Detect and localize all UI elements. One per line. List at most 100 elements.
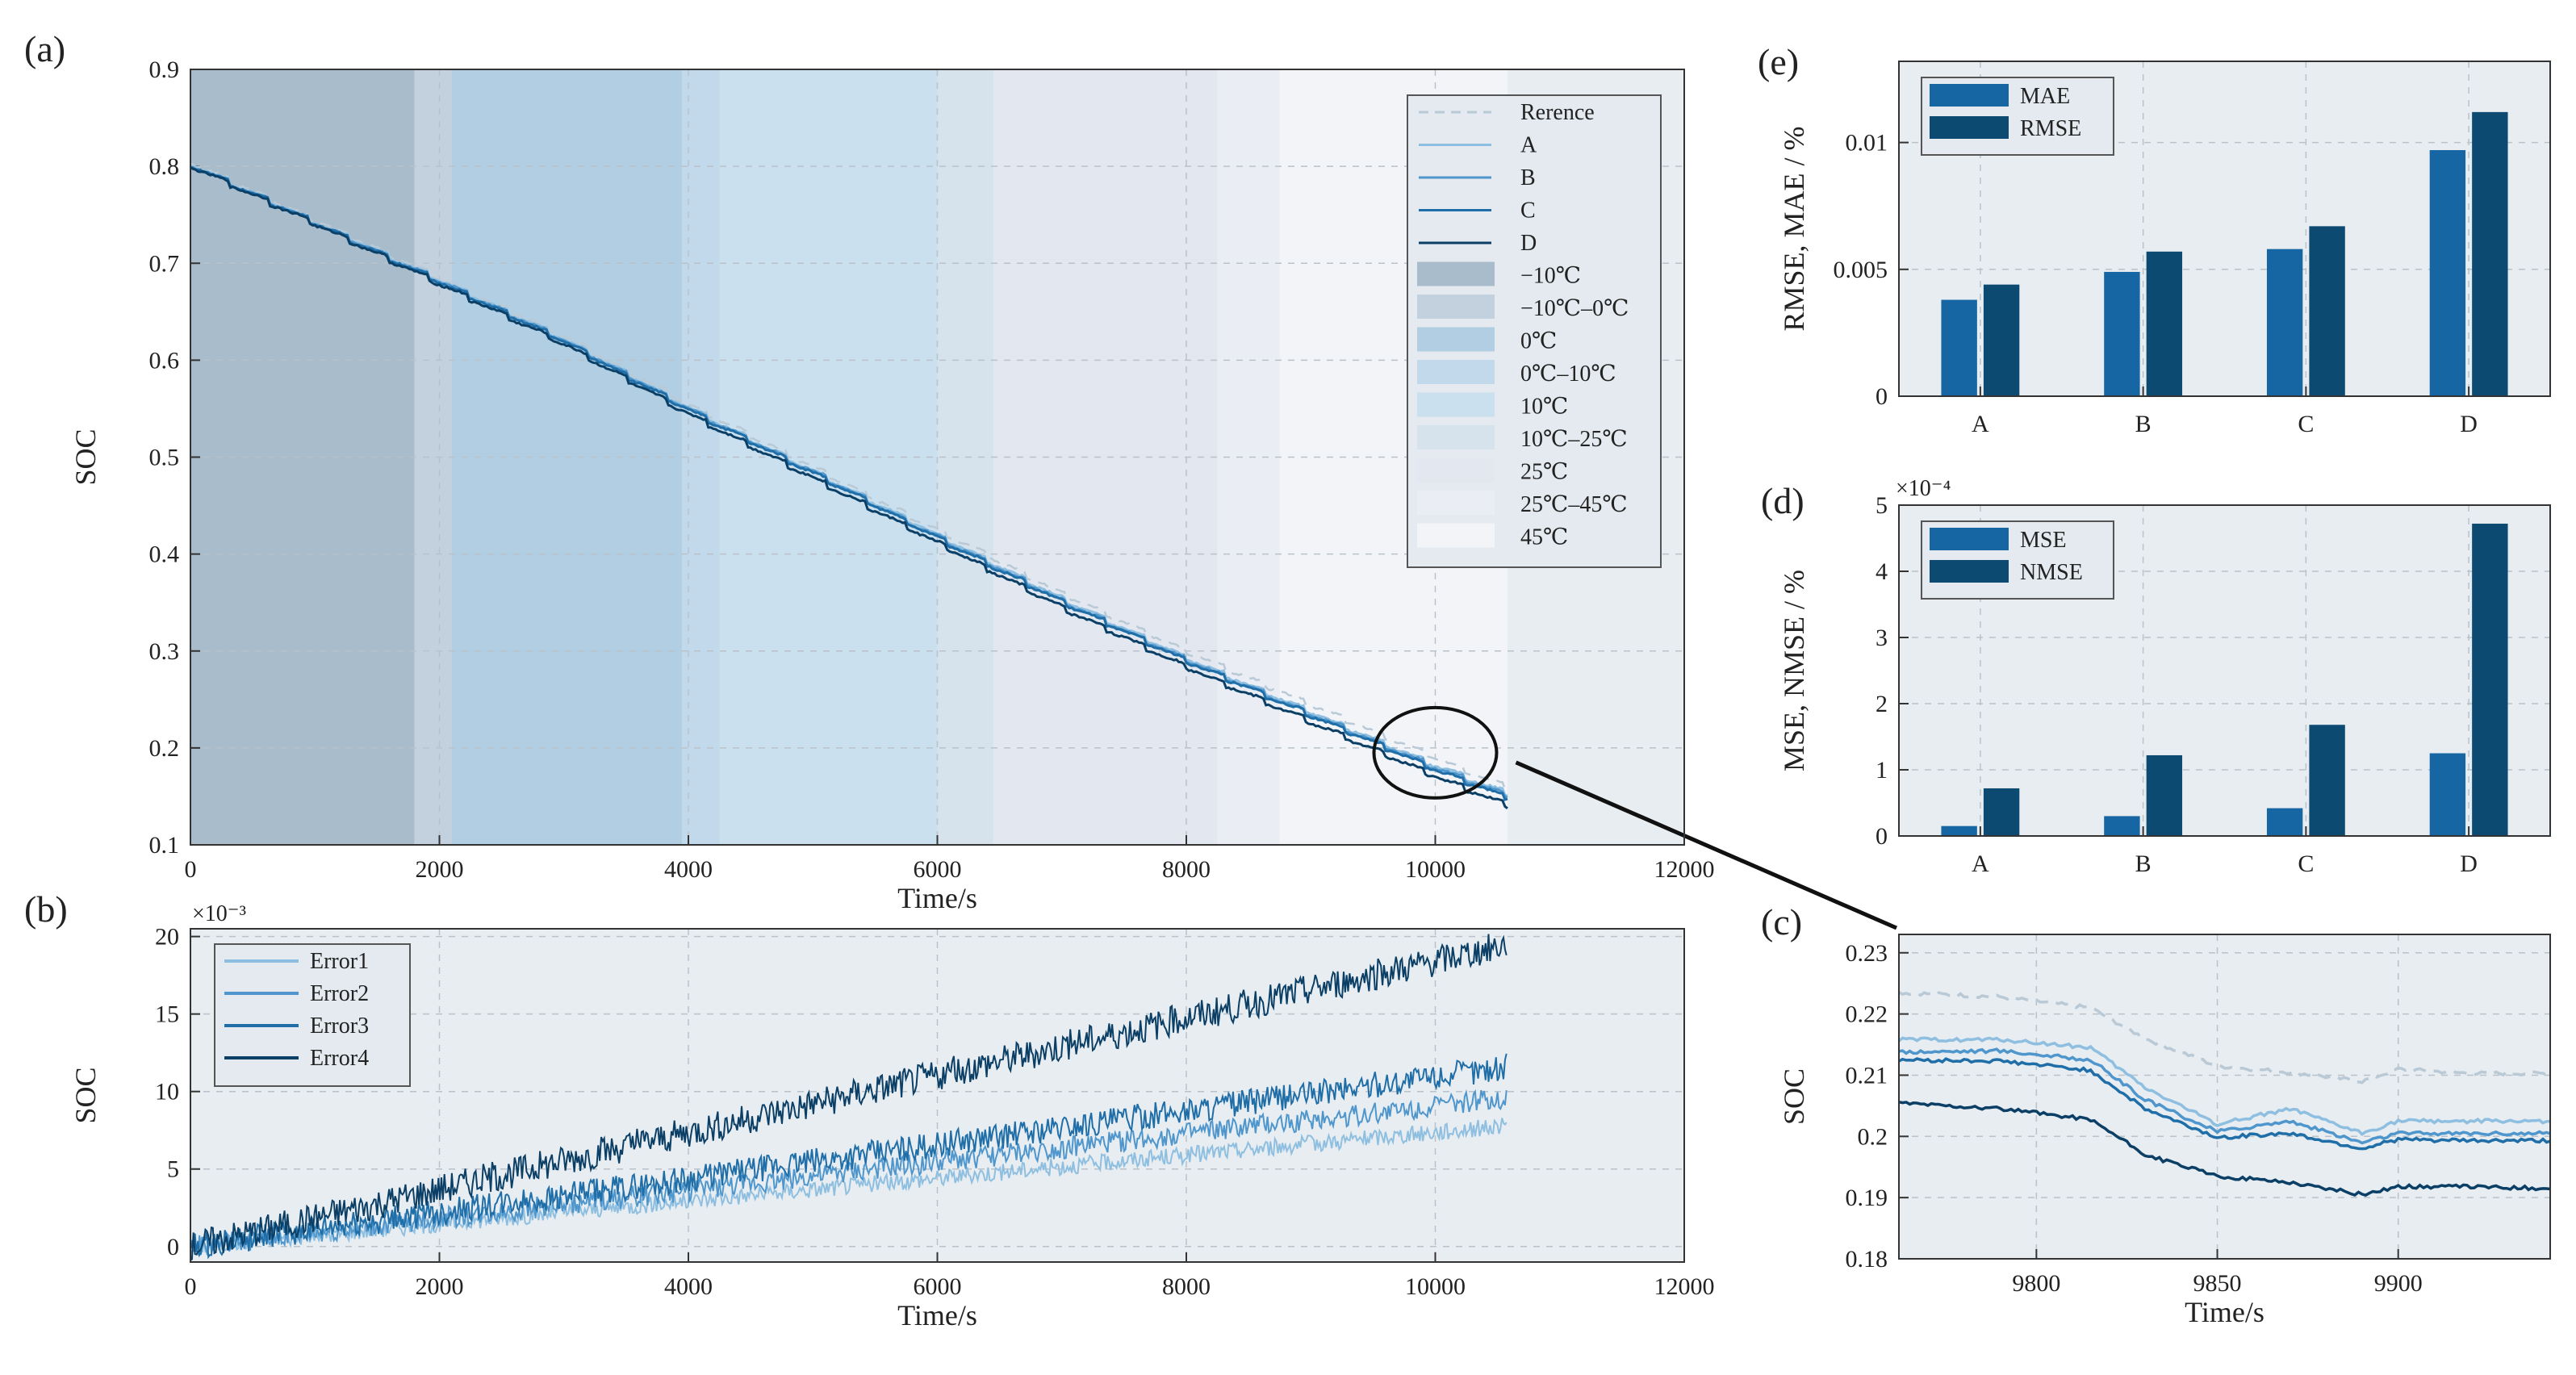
legend-label: −10℃–0℃ [1520, 296, 1629, 321]
bar-RMSE [2472, 111, 2508, 396]
x-tick-label: C [2298, 850, 2314, 877]
y-axis-label: MSE, NMSE / % [1778, 570, 1810, 771]
legend-label: 10℃–25℃ [1520, 427, 1628, 452]
bar-MAE [1941, 299, 1977, 396]
x-tick-label: D [2460, 850, 2478, 877]
x-tick-label: D [2460, 411, 2478, 437]
x-axis-label: Time/s [2185, 1296, 2264, 1328]
y-tick-label: 0.1 [149, 832, 180, 859]
series-line-Error4 [190, 934, 1508, 1261]
bar-MAE [2266, 249, 2303, 396]
legend-label: D [1520, 231, 1537, 256]
series-line-Error1 [190, 1118, 1508, 1255]
bar-MSE [2104, 816, 2140, 836]
legend-label: 25℃ [1520, 460, 1568, 485]
plot-background [1899, 934, 2550, 1259]
y-tick-label: 5 [167, 1156, 179, 1183]
legend-label: Error2 [310, 981, 369, 1006]
y-tick-label: 3 [1876, 625, 1888, 651]
y-axis-label: SOC [1778, 1068, 1810, 1125]
panel-label: (e) [1758, 41, 1799, 82]
x-tick-label: 8000 [1162, 856, 1211, 883]
y-axis-label: RMSE, MAE / % [1778, 126, 1810, 331]
legend-label: 45℃ [1520, 525, 1568, 550]
y-tick-label: 0.18 [1846, 1246, 1888, 1273]
legend-swatch [1930, 84, 2009, 107]
legend-swatch [1417, 458, 1495, 483]
y-tick-label: 0.3 [149, 638, 180, 665]
bar-NMSE [2146, 754, 2183, 836]
x-tick-label: 6000 [914, 856, 962, 883]
legend-label: −10℃ [1520, 264, 1581, 289]
y-tick-label: 5 [1876, 492, 1888, 519]
x-tick-label: B [2135, 411, 2152, 437]
temperature-band [414, 69, 452, 845]
series-line-A [1897, 1036, 2551, 1136]
panel-label: (a) [24, 28, 65, 69]
legend-swatch [1417, 295, 1495, 319]
x-tick-label: C [2298, 411, 2314, 437]
legend-box [214, 943, 411, 1087]
series-line-C [1898, 1057, 2551, 1151]
y-tick-label: 2 [1876, 691, 1888, 717]
chart-c: 9800 9850 9900 0.18 0.19 0.2 0.21 0.22 0.23 (c) Ti… [1761, 901, 2551, 1328]
legend-swatch [1417, 261, 1495, 286]
legend-label: MSE [2020, 528, 2067, 553]
zoom-connector [1515, 760, 1897, 930]
y-tick-label: 0 [167, 1234, 179, 1260]
x-tick-label: 9850 [2193, 1270, 2242, 1297]
x-tick-label: 2000 [416, 1273, 464, 1300]
legend-swatch [1417, 491, 1495, 515]
legend-label: B [1520, 165, 1536, 190]
bar-RMSE [1983, 284, 2020, 396]
series-line-Rerence [1898, 990, 2551, 1085]
y-tick-label: 0.21 [1846, 1062, 1888, 1089]
y-tick-label: 0.6 [149, 347, 180, 374]
y-tick-label: 4 [1876, 558, 1888, 585]
temperature-band [682, 69, 720, 845]
bar-NMSE [2472, 523, 2508, 836]
series-line-Error3 [190, 1053, 1508, 1260]
series-line-D [190, 166, 1508, 810]
chart-e: A B C D 0 0.005 0.01 MAE RMSE (e) RMSE, MAE / % [1758, 41, 2551, 437]
legend-label: MAE [2020, 84, 2070, 109]
y-tick-label: 0 [1876, 823, 1888, 850]
chart-a: 0 2000 4000 6000 8000 10000 12000 0.1 0.2 0.3 0.4 0… [24, 28, 1897, 930]
bar-NMSE [2309, 725, 2345, 836]
x-tick-label: 9800 [2012, 1270, 2060, 1297]
y-tick-label: 0.5 [149, 445, 180, 471]
legend-label: A [1520, 133, 1537, 158]
temperature-band [190, 69, 415, 845]
axes-frame [190, 928, 1685, 1263]
legend-label: Error1 [310, 949, 369, 974]
x-tick-label: A [1972, 411, 1989, 437]
legend-label: RMSE [2020, 116, 2081, 141]
x-tick-label: A [1972, 850, 1989, 877]
series-line-D [1898, 1100, 2551, 1197]
axes-frame [190, 69, 1685, 846]
legend-label: Error4 [310, 1046, 369, 1071]
legend-label: Rerence [1520, 100, 1595, 125]
x-tick-label: 0 [185, 856, 197, 883]
chart-b: 0 2000 4000 6000 8000 10000 12000 0 5 10 15 20 Error… [24, 888, 1715, 1331]
y-tick-label: 0.01 [1846, 130, 1888, 157]
panel-label: (c) [1761, 901, 1802, 942]
legend-swatch [1930, 560, 2009, 583]
legend-swatch [1417, 425, 1495, 449]
y-tick-label: 0.23 [1846, 940, 1888, 967]
y-axis-label: SOC [69, 428, 102, 485]
x-tick-label: 10000 [1405, 1273, 1466, 1300]
axis-exponent: ×10⁻³ [192, 901, 246, 926]
y-tick-label: 1 [1876, 757, 1888, 784]
bar-MSE [2266, 808, 2303, 836]
y-tick-label: 15 [155, 1001, 179, 1028]
axes-frame [1898, 61, 2551, 397]
y-tick-label: 0 [1876, 383, 1888, 410]
x-tick-label: 4000 [664, 1273, 713, 1300]
legend-label: 0℃–10℃ [1520, 362, 1616, 387]
bar-RMSE [2309, 226, 2345, 396]
panel-label: (b) [24, 888, 68, 930]
x-tick-label: 2000 [416, 856, 464, 883]
bar-MAE [2104, 271, 2140, 396]
